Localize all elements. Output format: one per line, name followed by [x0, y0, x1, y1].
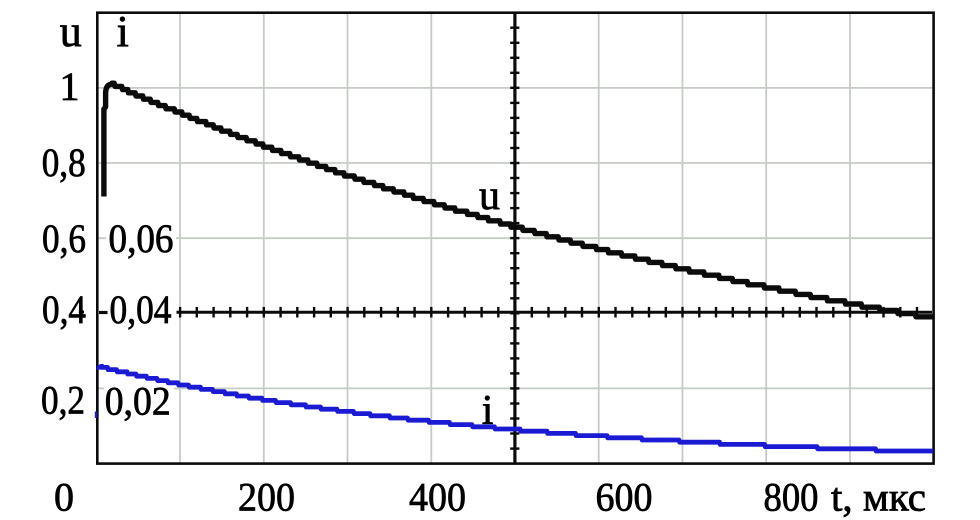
svg-text:200: 200 [238, 475, 295, 520]
svg-text:0: 0 [54, 475, 74, 520]
svg-text:0,2: 0,2 [41, 378, 85, 423]
svg-text:600: 600 [596, 475, 653, 520]
svg-text:800: 800 [764, 475, 819, 520]
svg-text:1: 1 [60, 64, 80, 109]
svg-text:i: i [482, 388, 494, 434]
svg-text:0,6: 0,6 [42, 216, 86, 261]
svg-text:400: 400 [409, 475, 466, 520]
svg-text:u: u [479, 173, 500, 219]
svg-text:0,04: 0,04 [110, 287, 172, 332]
svg-text:t, мкс: t, мкс [831, 475, 926, 520]
svg-text:0,8: 0,8 [42, 140, 86, 185]
svg-text:0,06: 0,06 [109, 216, 174, 261]
svg-text:0,02: 0,02 [105, 379, 171, 424]
svg-text:0,4: 0,4 [42, 287, 86, 332]
svg-text:i: i [117, 7, 129, 56]
svg-text:u: u [60, 7, 82, 56]
